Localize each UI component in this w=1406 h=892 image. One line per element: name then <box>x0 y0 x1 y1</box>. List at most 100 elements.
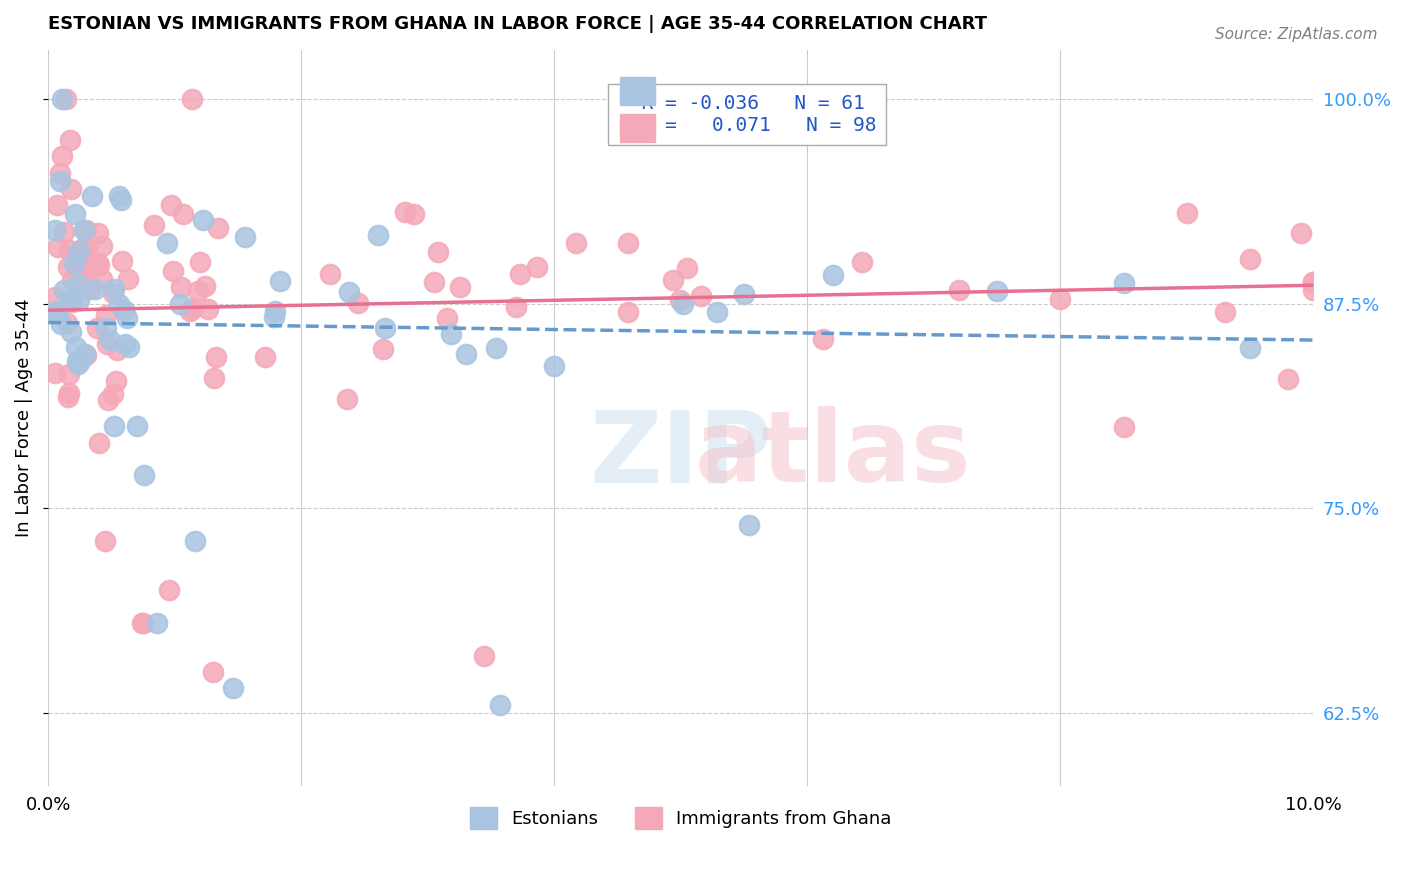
Point <box>49 317 72 331</box>
Point <box>672 296 695 310</box>
Point <box>59 133 82 147</box>
Text: ZIP: ZIP <box>589 407 772 503</box>
Point <box>472 648 495 663</box>
Point <box>63 255 86 269</box>
Point <box>127 419 149 434</box>
Point <box>172 207 194 221</box>
Point <box>367 228 389 243</box>
Point <box>948 283 970 297</box>
Point <box>84 282 107 296</box>
Point <box>67 357 90 371</box>
Point <box>80 189 103 203</box>
Point <box>159 198 181 212</box>
Point <box>91 239 114 253</box>
Point <box>105 343 128 358</box>
Point <box>1213 305 1236 319</box>
Point <box>87 226 110 240</box>
Point <box>426 244 449 259</box>
Point <box>821 268 844 282</box>
Point <box>188 255 211 269</box>
Point <box>737 517 759 532</box>
Text: Source: ZipAtlas.com: Source: ZipAtlas.com <box>1215 27 1378 42</box>
Point <box>201 665 224 679</box>
Point <box>67 244 90 258</box>
Point <box>157 582 180 597</box>
Point <box>72 222 94 236</box>
Point <box>44 303 66 318</box>
Point <box>117 310 139 325</box>
Point <box>96 337 118 351</box>
Point <box>76 263 98 277</box>
Point <box>169 296 191 310</box>
Point <box>1302 275 1324 289</box>
Point <box>184 533 207 548</box>
Point <box>204 350 226 364</box>
Point <box>1302 276 1324 290</box>
Point <box>436 311 458 326</box>
Point <box>51 92 73 106</box>
Point <box>449 280 471 294</box>
Point <box>44 289 66 303</box>
Point <box>59 293 82 308</box>
Point <box>505 301 527 315</box>
Point <box>110 194 132 208</box>
Point <box>52 283 75 297</box>
Point <box>97 392 120 407</box>
Point <box>66 277 89 292</box>
Point <box>616 236 638 251</box>
Point <box>145 615 167 630</box>
Point <box>98 333 121 347</box>
Point <box>197 301 219 316</box>
Point <box>851 255 873 269</box>
Point <box>1302 284 1324 298</box>
Point <box>1049 293 1071 307</box>
Point <box>233 230 256 244</box>
Point <box>180 92 202 106</box>
Point <box>733 286 755 301</box>
Point <box>132 468 155 483</box>
Point <box>58 390 80 404</box>
Point <box>66 354 89 368</box>
Point <box>45 198 67 212</box>
Point <box>202 371 225 385</box>
Point <box>94 533 117 548</box>
Point <box>58 243 80 257</box>
Point <box>72 241 94 255</box>
Point <box>813 332 835 346</box>
Point <box>423 275 446 289</box>
Point <box>207 221 229 235</box>
FancyBboxPatch shape <box>620 77 655 105</box>
Point <box>454 347 477 361</box>
Text: ESTONIAN VS IMMIGRANTS FROM GHANA IN LABOR FORCE | AGE 35-44 CORRELATION CHART: ESTONIAN VS IMMIGRANTS FROM GHANA IN LAB… <box>48 15 987 33</box>
Point <box>105 374 128 388</box>
Point <box>94 308 117 322</box>
Point <box>44 366 66 380</box>
Point <box>706 305 728 319</box>
Text: atlas: atlas <box>695 407 972 503</box>
Point <box>58 368 80 382</box>
Point <box>264 304 287 318</box>
Point <box>55 92 77 106</box>
Point <box>690 289 713 303</box>
Point <box>112 303 135 318</box>
Point <box>75 348 97 362</box>
Point <box>79 282 101 296</box>
Point <box>59 182 82 196</box>
Point <box>194 279 217 293</box>
Point <box>1112 276 1135 290</box>
Point <box>117 272 139 286</box>
Point <box>191 212 214 227</box>
Point <box>662 273 685 287</box>
Point <box>63 206 86 220</box>
Point <box>76 243 98 257</box>
Point <box>373 342 395 356</box>
Point <box>89 435 111 450</box>
Point <box>162 264 184 278</box>
Point <box>108 297 131 311</box>
Point <box>44 223 66 237</box>
Point <box>526 260 548 274</box>
Point <box>986 285 1008 299</box>
Point <box>170 280 193 294</box>
Point <box>86 321 108 335</box>
Point <box>56 317 79 331</box>
